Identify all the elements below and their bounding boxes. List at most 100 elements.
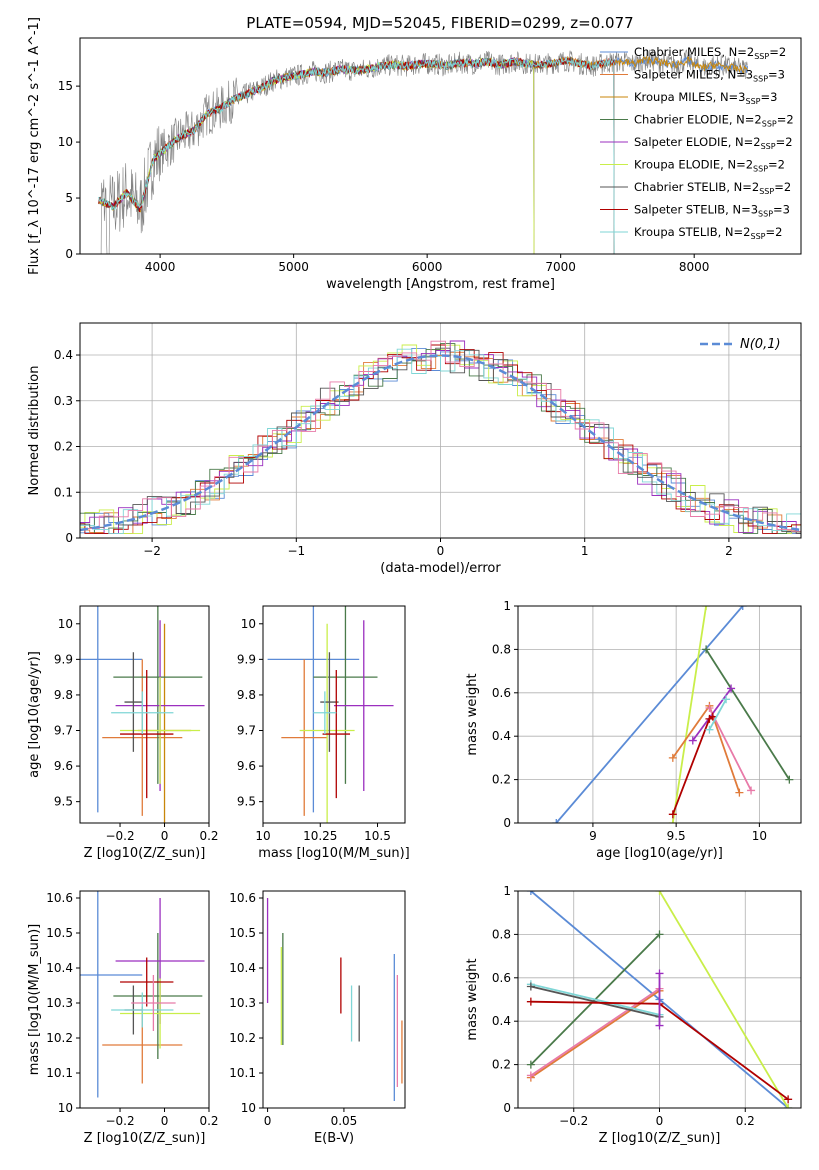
weight-line-salpeter_miles (530, 990, 661, 1079)
weight-marker-salpeter_stelib (708, 712, 717, 721)
y-tick-label: 10.2 (46, 1031, 73, 1045)
y-tick-label: 10 (241, 617, 256, 631)
y-tick-label: 9.8 (54, 688, 73, 702)
x-tick-label: 7000 (545, 260, 576, 274)
y-tick-label: 9.5 (237, 795, 256, 809)
y-tick-label: 10 (58, 617, 73, 631)
legend-value: =3 (760, 90, 777, 104)
x-axis-label: Z [log10(Z/Z_sun)] (84, 846, 206, 861)
x-tick-label: 2 (725, 544, 733, 558)
weight-lines (526, 891, 793, 1108)
y-tick-label: 1 (503, 884, 511, 898)
weight-marker-chabrier_elodie (785, 775, 794, 784)
y-tick-label: 0.4 (492, 729, 511, 743)
x-tick-label: 9.5 (667, 829, 686, 843)
x-tick-label: −0.2 (559, 1114, 588, 1128)
weight-line-kroupa_stelib (708, 698, 727, 731)
legend-value: =2 (774, 180, 791, 194)
x-tick-label: 5000 (278, 260, 309, 274)
weight-line-chabrier_miles (555, 606, 744, 823)
legend-subscript: SSP (762, 120, 777, 129)
y-axis-label: Flux [f_λ 10^-17 erg cm^-2 s^-1 A^-1] (27, 17, 42, 275)
x-tick-label: 0 (264, 1114, 272, 1128)
x-axis-label: wavelength [Angstrom, rest frame] (326, 277, 555, 292)
y-tick-label: 5 (65, 191, 73, 205)
legend-label: Chabrier ELODIE, N=2SSP=2 (634, 113, 794, 129)
weight-marker-kroupa_stelib (722, 695, 731, 704)
y-tick-label: 9.5 (54, 795, 73, 809)
x-tick-label: 0 (656, 1114, 664, 1128)
x-tick-label: −0.2 (105, 829, 134, 843)
weight-marker-chabrier_stelib (526, 982, 535, 991)
legend-subscript: SSP (759, 187, 774, 196)
x-axis-label: age [log10(age/yr)] (596, 846, 723, 861)
y-tick-label: 10.4 (229, 961, 256, 975)
y-tick-label: 10.5 (229, 926, 256, 940)
y-tick-label: 10.2 (229, 1031, 256, 1045)
x-tick-label: −1 (287, 544, 305, 558)
weight-line-salpeter_stelib (671, 715, 714, 815)
y-tick-label: 0.4 (492, 1014, 511, 1028)
weight-marker-chabrier_miles (526, 891, 535, 895)
weight-marker-kroupa_stelib (705, 725, 714, 734)
weight-marker-salpeter_elodie (688, 736, 697, 745)
panel-0: 4000 5000 6000 7000 8000 0 5 10 15 wavelength [An… (27, 17, 802, 292)
x-tick-label: 0 (437, 544, 445, 558)
legend-subscript: SSP (746, 97, 761, 106)
y-tick-label: 10.6 (46, 891, 73, 905)
weight-marker-kroupa_elodie (784, 1104, 793, 1108)
legend-label: Chabrier MILES, N=2SSP=2 (634, 45, 786, 61)
y-tick-label: 9.8 (237, 688, 256, 702)
legend-label: N(0,1) (740, 337, 781, 352)
axes-frame (517, 605, 802, 824)
weight-marker-chabrier_miles (552, 819, 561, 823)
panel-2: −0.2 0 0.2 9.5 9.6 9.7 9.8 9.9 10 Z [log10(Z/Z_su… (27, 605, 219, 861)
y-tick-label: 10.4 (46, 961, 73, 975)
model-spectrum-kroupa_stelib (98, 56, 615, 254)
y-tick-label: 0.2 (492, 1058, 511, 1072)
legend-label: Chabrier STELIB, N=2SSP=2 (634, 180, 791, 196)
axes-frame (262, 605, 406, 824)
y-axis-label: mass [log10(M/M_sun)] (27, 924, 42, 1076)
legend-label: Kroupa STELIB, N=2SSP=2 (634, 225, 782, 241)
axes-frame (79, 890, 210, 1109)
panel-5: −0.2 0 0.2 10 10.1 10.2 10.3 10.4 10.5 10.6 Z [log… (27, 890, 219, 1146)
y-tick-label: 10.6 (229, 891, 256, 905)
weight-line-kroupa_elodie (658, 891, 789, 1108)
legend-value: =2 (777, 113, 794, 127)
legend-subscript: SSP (753, 165, 768, 174)
x-tick-label: 10.5 (364, 829, 391, 843)
x-tick-label: 10 (752, 829, 767, 843)
axes-frame (517, 890, 802, 1109)
y-tick-label: 0 (65, 531, 73, 545)
y-tick-label: 1 (503, 599, 511, 613)
weight-line-kroupa_stelib (530, 983, 660, 1016)
x-tick-label: 0.2 (199, 829, 218, 843)
y-tick-label: 10.1 (46, 1066, 73, 1080)
y-axis-label: Normed distribution (27, 366, 42, 496)
x-tick-label: 10 (255, 829, 270, 843)
x-axis-label: E(B-V) (314, 1131, 354, 1146)
y-tick-label: 15 (58, 79, 73, 93)
legend-value: =3 (773, 203, 790, 217)
histogram-pink (80, 340, 801, 532)
legend-value: =2 (776, 135, 793, 149)
legend-label: Kroupa MILES, N=3SSP=3 (634, 90, 777, 106)
legend-subscript: SSP (751, 232, 766, 241)
weight-marker-pink (747, 786, 756, 795)
weight-marker-pink (526, 1071, 535, 1080)
axes-frame (79, 322, 802, 539)
y-tick-label: 0.6 (492, 971, 511, 985)
x-axis-label: Z [log10(Z/Z_sun)] (84, 1131, 206, 1146)
legend-subscript: SSP (758, 210, 773, 219)
weight-marker-chabrier_elodie (526, 1060, 535, 1069)
x-tick-label: −2 (143, 544, 161, 558)
x-tick-label: 6000 (412, 260, 443, 274)
y-tick-label: 9.9 (237, 652, 256, 666)
legend-subscript: SSP (753, 75, 768, 84)
x-tick-label: −0.2 (105, 1114, 134, 1128)
y-tick-label: 10.5 (46, 926, 73, 940)
y-axis-label: mass weight (465, 958, 480, 1040)
x-axis-label: Z [log10(Z/Z_sun)] (599, 1131, 721, 1146)
